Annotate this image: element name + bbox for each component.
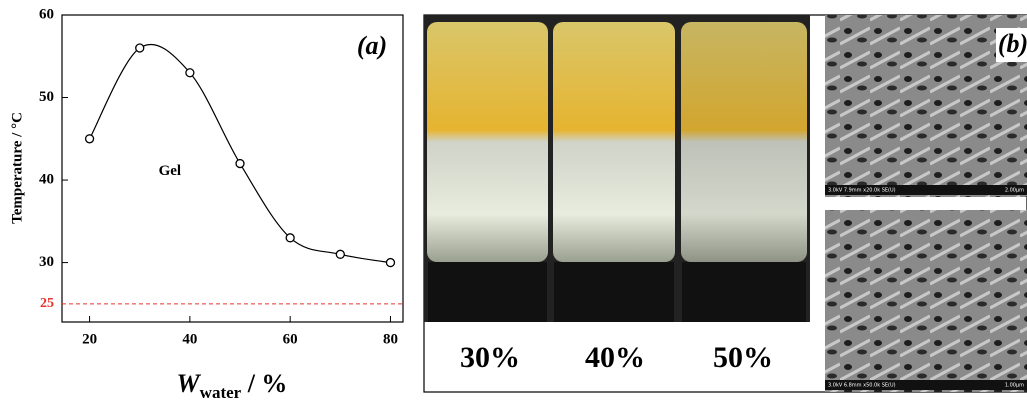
photo-label: 40% bbox=[585, 341, 645, 374]
sem-info: 3.0kV 7.9mm x20.0k SE(U) bbox=[828, 188, 896, 194]
vial bbox=[553, 22, 675, 262]
curve bbox=[89, 43, 391, 264]
vials bbox=[427, 22, 807, 322]
sem-info: 3.0kV 6.8mm x50.0k SE(U) bbox=[828, 383, 896, 389]
vial bbox=[681, 22, 807, 262]
x-tick-label: 60 bbox=[283, 331, 298, 347]
vial-cap bbox=[554, 262, 674, 322]
point bbox=[385, 257, 396, 268]
vial-cap bbox=[682, 262, 806, 322]
sem-image bbox=[825, 210, 1027, 392]
reference-label: 25 bbox=[40, 296, 54, 311]
plot: 30 40 50 60 20 40 60 80 25 Gel bbox=[39, 6, 403, 347]
point bbox=[235, 158, 245, 169]
x-label-unit: / % bbox=[241, 369, 287, 398]
panel-label: (b) bbox=[998, 29, 1027, 58]
sem-captions: 3.0kV 7.9mm x20.0k SE(U) 2.00μm 3.0kV 6.8m… bbox=[825, 185, 1027, 390]
x-tick-label: 20 bbox=[82, 331, 97, 347]
x-label-subscript: water bbox=[200, 383, 242, 401]
photo-labels: 30% 40% 50% bbox=[460, 341, 773, 374]
x-tick-label: 40 bbox=[182, 331, 197, 347]
point bbox=[335, 249, 345, 259]
sem-scale: 2.00μm bbox=[1005, 188, 1024, 194]
point bbox=[135, 43, 145, 53]
annotation: Gel bbox=[159, 163, 182, 179]
sem-caption-bar bbox=[825, 185, 1027, 195]
y-tick-label: 40 bbox=[39, 171, 54, 187]
vial bbox=[427, 22, 548, 262]
photo-label: 30% bbox=[460, 341, 520, 374]
photo-label: 50% bbox=[713, 341, 773, 374]
plot-frame bbox=[61, 14, 404, 323]
vial-cap bbox=[428, 262, 547, 322]
x-tick-label: 80 bbox=[383, 331, 398, 347]
y-tick-label: 50 bbox=[39, 89, 54, 105]
point bbox=[84, 134, 95, 144]
point bbox=[185, 68, 195, 78]
sem-caption-bar bbox=[825, 380, 1027, 390]
y-axis-label: Temperature / °C bbox=[9, 112, 25, 224]
sem-scale: 1.00μm bbox=[1005, 383, 1024, 389]
point bbox=[285, 233, 295, 243]
panel-label: (a) bbox=[357, 31, 387, 60]
y-tick-label: 60 bbox=[39, 6, 54, 22]
sem-image bbox=[825, 15, 1027, 197]
label-bg bbox=[996, 28, 1027, 62]
x-axis-label: Wwater / % bbox=[177, 369, 288, 401]
y-tick-label: 30 bbox=[39, 254, 54, 270]
x-label-symbol: W bbox=[177, 369, 202, 398]
